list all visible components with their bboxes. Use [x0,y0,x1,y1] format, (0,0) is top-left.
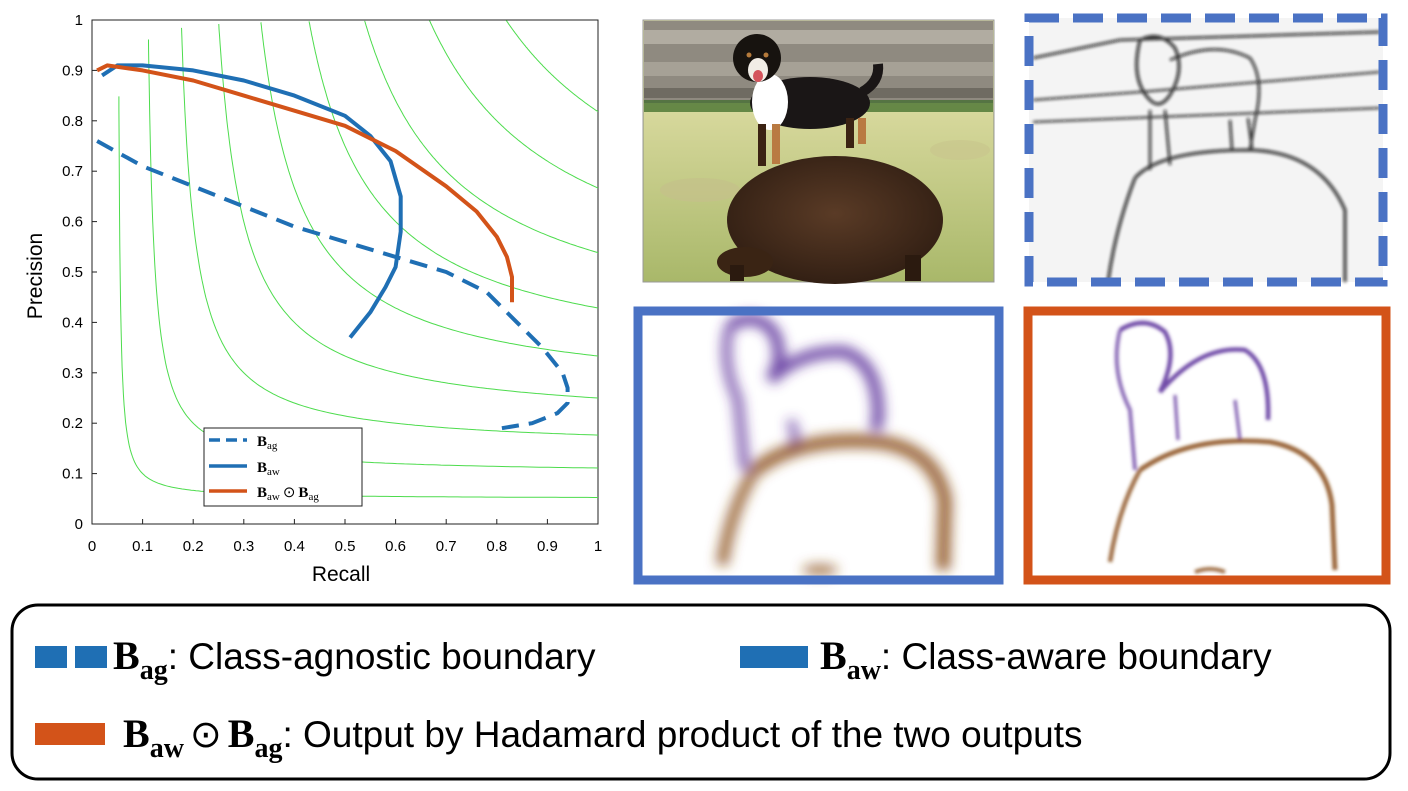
y-tick-label: 0.1 [62,466,83,483]
series-group [96,63,570,431]
y-tick-label: 0.4 [62,314,83,331]
legend-item-2-text: Baw: Class-aware boundary [820,633,1272,686]
legend-box: Bag: Class-agnostic boundary Baw: Class-… [10,603,1392,781]
iso-f-contour [218,24,598,399]
y-tick-label: 0.8 [62,113,83,130]
x-tick-label: 1 [594,538,602,555]
legend-swatch-orange [35,723,105,745]
input-photo [642,19,995,284]
y-tick-label: 0 [75,516,83,533]
iso-f-contour [308,21,598,309]
axis-ticks: 0 0.1 0.2 0.3 0.4 0.5 0.6 0.7 0.8 0.9 1 0 0.1 0.2 0.3 0… [62,12,602,555]
y-tick-label: 1 [75,12,83,29]
iso-f-contour [429,20,598,189]
y-tick-label: 0.3 [62,365,83,382]
legend-label-baw: Baw [257,460,280,478]
legend-item-class-aware: Baw: Class-aware boundary [740,633,1272,686]
x-tick-label: 0 [88,538,96,555]
class-agnostic-boundary-map [1024,13,1388,287]
iso-f-contour [260,22,598,357]
legend-label-product: Baw ⊙ Bag [257,485,319,503]
legend-swatch-solid-blue [740,646,808,668]
legend-item-3-text: Baw ⊙ Bag: Output by Hadamard product of t… [123,711,1083,764]
series-line-1 [101,63,403,339]
precision-recall-chart: 0 0.1 0.2 0.3 0.4 0.5 0.6 0.7 0.8 0.9 1 0 0.1 0.2 0.3 0… [24,12,602,586]
legend-swatch-dashed-blue-1 [35,646,67,668]
class-aware-boundary-map [633,306,1004,585]
x-tick-label: 0.9 [537,538,558,555]
iso-f-contours [118,20,598,498]
y-tick-label: 0.7 [62,163,83,180]
x-tick-label: 0.1 [132,538,153,555]
chart-legend: Bag Baw Baw ⊙ Bag [203,427,363,507]
x-tick-label: 0.5 [335,538,356,555]
legend-label-bag: Bag [257,434,278,452]
series-line-2 [96,63,514,303]
series-line-0 [96,139,570,431]
x-tick-label: 0.4 [284,538,305,555]
x-tick-label: 0.8 [486,538,507,555]
y-tick-label: 0.5 [62,264,83,281]
legend-item-class-agnostic: Bag: Class-agnostic boundary [35,633,596,686]
y-tick-label: 0.2 [62,415,83,432]
legend-item-1-text: Bag: Class-agnostic boundary [113,633,596,686]
y-tick-label: 0.6 [62,214,83,231]
x-axis-label: Recall [312,563,370,586]
x-tick-label: 0.2 [183,538,204,555]
legend-swatch-dashed-blue-2 [75,646,107,668]
x-tick-label: 0.6 [385,538,406,555]
iso-f-contour [505,20,598,113]
hadamard-product-boundary-map [1023,306,1391,585]
y-axis-label: Precision [24,233,47,319]
iso-f-contour [181,27,598,436]
iso-f-contour [364,20,598,254]
x-tick-label: 0.3 [233,538,254,555]
x-tick-label: 0.7 [436,538,457,555]
y-tick-label: 0.9 [62,62,83,79]
legend-item-hadamard: Baw ⊙ Bag: Output by Hadamard product of t… [35,711,1083,764]
